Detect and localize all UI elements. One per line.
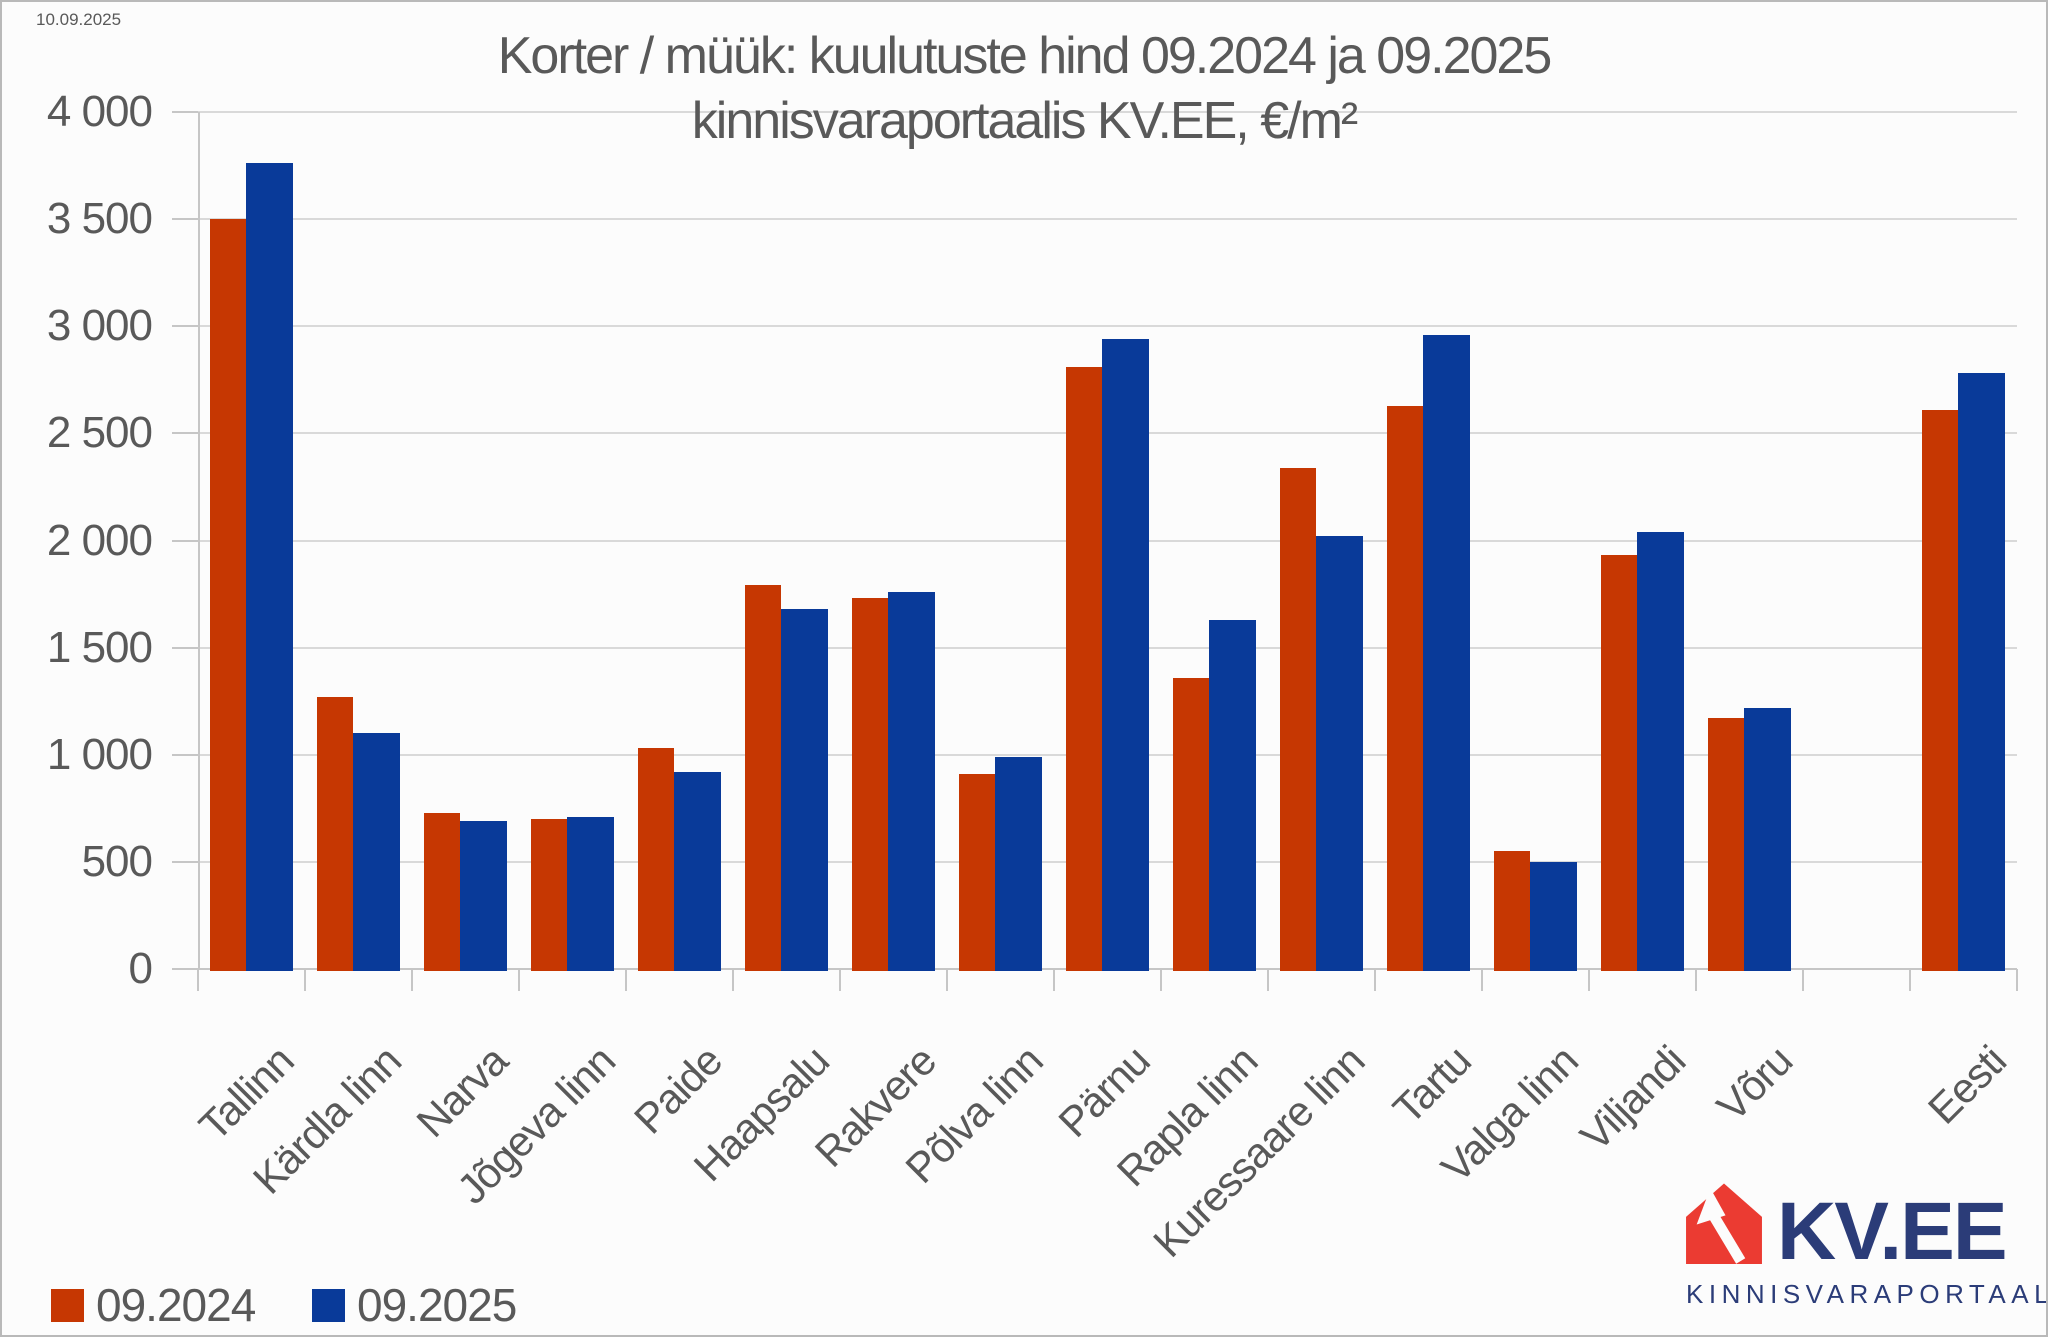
legend-item-2024: 09.2024 [51,1278,256,1332]
x-axis-tick [1695,969,1697,991]
kv-logo-brand: KV.EE [1777,1186,2008,1277]
y-axis-label: 0 [128,944,153,993]
gridline-3 500 [198,218,2017,221]
y-axis-tick [172,325,198,328]
gridline-4 000 [198,111,2017,113]
y-axis-tick [172,646,198,649]
y-axis-tick [172,111,198,113]
bar-09.2025-Rakvere [888,591,935,971]
x-axis-tick [2016,969,2018,991]
x-axis-tick [625,969,627,991]
y-axis-tick [172,432,198,435]
x-axis-tick [1802,969,1804,991]
y-axis-label: 4 000 [46,87,153,136]
gridline-3 000 [198,325,2017,328]
legend-label-2024: 09.2024 [96,1279,256,1331]
x-axis-tick [1160,969,1162,991]
x-axis-label-Viljandi: Viljandi [1570,1037,1694,1160]
legend-label-2025: 09.2025 [357,1279,517,1331]
bar-09.2025-Põlva linn [995,756,1042,971]
x-axis-tick [304,969,306,991]
bar-09.2024-Tallinn [210,219,246,971]
x-axis-tick [411,969,413,991]
bar-09.2025-Kärdla linn [353,733,400,971]
kv-logo-subtitle: KINNISVARAPORTAAL [1686,1279,2048,1309]
x-axis-tick [1588,969,1590,991]
y-axis-line [198,112,200,969]
x-axis-label-Eesti: Eesti [1919,1037,2015,1133]
bar-09.2024-Narva [424,812,460,971]
kv-logo: KV.EE KINNISVARAPORTAAL [1686,1182,2048,1310]
y-axis-tick [172,539,198,542]
bar-09.2024-Jõgeva linn [531,819,567,971]
x-axis-label-Tartu: Tartu [1384,1037,1480,1133]
y-axis-tick [172,968,198,970]
x-axis-tick [1374,969,1376,991]
bar-09.2025-Tallinn [246,163,293,971]
legend-swatch-2025 [312,1288,345,1322]
y-axis-label: 3 500 [46,194,153,244]
y-axis-label: 2 000 [46,515,153,565]
bar-09.2025-Eesti [1958,373,2005,971]
x-axis-tick [197,969,199,991]
x-axis-tick [1909,969,1911,991]
bar-09.2024-Rakvere [852,598,888,971]
chart-title: Korter / müük: kuulutuste hind 09.2024 j… [2,24,2046,154]
bar-09.2024-Võru [1708,718,1744,971]
bar-09.2024-Pärnu [1066,366,1102,971]
bar-09.2024-Valga linn [1494,851,1530,971]
bar-09.2024-Eesti [1922,409,1958,971]
bar-09.2024-Viljandi [1601,555,1637,971]
legend-item-2025: 09.2025 [312,1278,517,1332]
bar-09.2025-Viljandi [1637,531,1684,971]
bar-09.2025-Kuressaare linn [1316,536,1363,971]
legend-swatch-2024 [51,1288,84,1322]
y-axis-label: 2 500 [46,408,153,458]
y-axis-tick [172,753,198,756]
x-axis-tick [518,969,520,991]
bar-09.2025-Paide [674,771,721,971]
y-axis-tick [172,218,198,221]
x-axis-tick [839,969,841,991]
bar-09.2025-Rapla linn [1209,619,1256,971]
y-axis-label: 1 000 [46,729,153,779]
x-axis-label-Võru: Võru [1707,1037,1801,1131]
x-axis-tick [1267,969,1269,991]
y-axis-label: 1 500 [46,622,153,672]
bar-09.2025-Haapsalu [781,609,828,971]
kv-house-cursor-icon [1686,1183,1762,1264]
bar-09.2025-Jõgeva linn [567,816,614,971]
bar-09.2024-Paide [638,748,674,971]
bar-09.2024-Kuressaare linn [1280,467,1316,971]
x-axis-tick [946,969,948,991]
chart-title-line1: Korter / müük: kuulutuste hind 09.2024 j… [497,27,1553,85]
bar-09.2024-Haapsalu [745,585,781,971]
bar-09.2024-Kärdla linn [317,696,353,971]
bar-09.2024-Põlva linn [959,774,995,971]
y-axis-tick [172,860,198,863]
bar-09.2024-Tartu [1387,405,1423,971]
x-axis-tick [1053,969,1055,991]
x-axis-tick [732,969,734,991]
x-axis-tick [1481,969,1483,991]
y-axis-label: 3 000 [46,301,153,351]
bar-09.2025-Võru [1744,707,1791,971]
bar-09.2024-Rapla linn [1173,677,1209,971]
chart-title-line2: kinnisvaraportaalis KV.EE, €/m² [691,92,1358,150]
bar-09.2025-Tartu [1423,334,1470,971]
bar-09.2025-Pärnu [1102,339,1149,971]
bar-09.2025-Valga linn [1530,861,1577,971]
y-axis-label: 500 [81,836,153,886]
date-stamp: 10.09.2025 [36,10,122,29]
bar-09.2025-Narva [460,821,507,971]
